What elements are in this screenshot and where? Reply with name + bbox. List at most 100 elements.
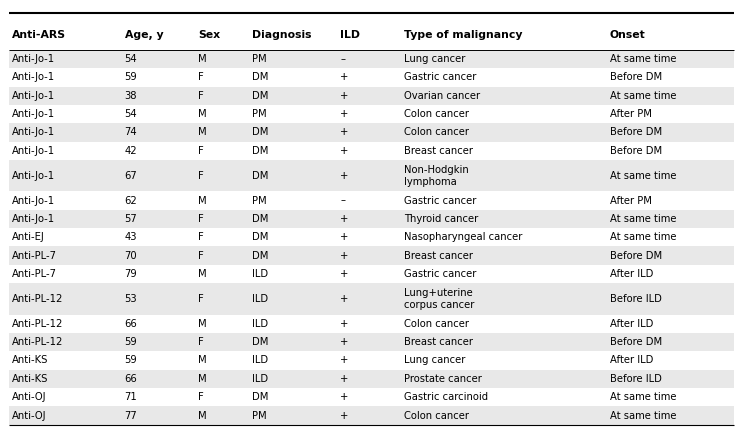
Text: DM: DM [252, 146, 269, 156]
Text: +: + [340, 294, 348, 304]
Text: Anti-KS: Anti-KS [12, 356, 48, 365]
Text: Colon cancer: Colon cancer [404, 128, 469, 138]
Text: 53: 53 [125, 294, 137, 304]
Text: M: M [198, 356, 207, 365]
Text: F: F [198, 251, 204, 261]
Text: 66: 66 [125, 319, 137, 329]
Text: Ovarian cancer: Ovarian cancer [404, 91, 480, 101]
Text: 54: 54 [125, 54, 137, 64]
Text: +: + [340, 72, 348, 82]
Text: DM: DM [252, 251, 269, 261]
Bar [9, 160, 734, 191]
Text: +: + [340, 269, 348, 279]
Text: Before ILD: Before ILD [610, 374, 662, 384]
Text: 38: 38 [125, 91, 137, 101]
Text: After ILD: After ILD [610, 269, 653, 279]
Text: Before DM: Before DM [610, 251, 662, 261]
Text: Lung cancer: Lung cancer [404, 54, 466, 64]
Bar [9, 68, 734, 86]
Text: 59: 59 [125, 72, 137, 82]
Bar [9, 246, 734, 265]
Text: DM: DM [252, 392, 269, 402]
Text: PM: PM [252, 54, 266, 64]
Bar [9, 123, 734, 142]
Text: 79: 79 [125, 269, 137, 279]
Text: 67: 67 [125, 171, 137, 181]
Text: After PM: After PM [610, 196, 652, 206]
Text: PM: PM [252, 196, 266, 206]
Text: M: M [198, 128, 207, 138]
Text: Gastric cancer: Gastric cancer [404, 196, 476, 206]
Bar [9, 370, 734, 388]
Text: Colon cancer: Colon cancer [404, 411, 469, 421]
Bar [9, 210, 734, 228]
Text: F: F [198, 392, 204, 402]
Bar [9, 19, 734, 50]
Text: +: + [340, 319, 348, 329]
Text: Anti-KS: Anti-KS [12, 374, 48, 384]
Text: Anti-EJ: Anti-EJ [12, 232, 44, 242]
Text: Breast cancer: Breast cancer [404, 337, 473, 347]
Bar [9, 191, 734, 210]
Text: +: + [340, 411, 348, 421]
Text: Anti-PL-7: Anti-PL-7 [12, 269, 57, 279]
Text: At same time: At same time [610, 232, 676, 242]
Text: Before DM: Before DM [610, 337, 662, 347]
Text: After ILD: After ILD [610, 319, 653, 329]
Text: 62: 62 [125, 196, 137, 206]
Text: M: M [198, 269, 207, 279]
Text: Gastric cancer: Gastric cancer [404, 269, 476, 279]
Text: Before ILD: Before ILD [610, 294, 662, 304]
Bar [9, 351, 734, 370]
Text: 59: 59 [125, 356, 137, 365]
Bar [9, 86, 734, 105]
Text: ILD: ILD [252, 374, 268, 384]
Text: Nasopharyngeal cancer: Nasopharyngeal cancer [404, 232, 523, 242]
Bar [9, 50, 734, 68]
Bar [9, 333, 734, 351]
Text: DM: DM [252, 337, 269, 347]
Text: ILD: ILD [252, 319, 268, 329]
Text: At same time: At same time [610, 171, 676, 181]
Text: DM: DM [252, 232, 269, 242]
Text: +: + [340, 232, 348, 242]
Text: DM: DM [252, 91, 269, 101]
Text: +: + [340, 374, 348, 384]
Text: DM: DM [252, 72, 269, 82]
Text: M: M [198, 374, 207, 384]
Text: Before DM: Before DM [610, 146, 662, 156]
Text: Anti-OJ: Anti-OJ [12, 411, 46, 421]
Text: ILD: ILD [252, 269, 268, 279]
Text: F: F [198, 72, 204, 82]
Text: F: F [198, 146, 204, 156]
Text: 54: 54 [125, 109, 137, 119]
Text: After PM: After PM [610, 109, 652, 119]
Text: At same time: At same time [610, 214, 676, 224]
Text: +: + [340, 214, 348, 224]
Text: At same time: At same time [610, 392, 676, 402]
Text: M: M [198, 411, 207, 421]
Text: +: + [340, 251, 348, 261]
Text: +: + [340, 337, 348, 347]
Text: M: M [198, 319, 207, 329]
Text: Anti-Jo-1: Anti-Jo-1 [12, 128, 55, 138]
Text: Anti-Jo-1: Anti-Jo-1 [12, 196, 55, 206]
Text: DM: DM [252, 214, 269, 224]
Text: Onset: Onset [610, 30, 646, 40]
Text: Anti-Jo-1: Anti-Jo-1 [12, 109, 55, 119]
Text: ILD: ILD [252, 356, 268, 365]
Text: Anti-OJ: Anti-OJ [12, 392, 46, 402]
Bar [9, 265, 734, 283]
Bar [9, 105, 734, 123]
Text: DM: DM [252, 171, 269, 181]
Text: 57: 57 [125, 214, 137, 224]
Text: 59: 59 [125, 337, 137, 347]
Text: ILD: ILD [252, 294, 268, 304]
Text: Lung cancer: Lung cancer [404, 356, 466, 365]
Text: +: + [340, 128, 348, 138]
Text: Breast cancer: Breast cancer [404, 146, 473, 156]
Text: PM: PM [252, 411, 266, 421]
Text: 42: 42 [125, 146, 137, 156]
Text: Anti-ARS: Anti-ARS [12, 30, 66, 40]
Text: Anti-Jo-1: Anti-Jo-1 [12, 214, 55, 224]
